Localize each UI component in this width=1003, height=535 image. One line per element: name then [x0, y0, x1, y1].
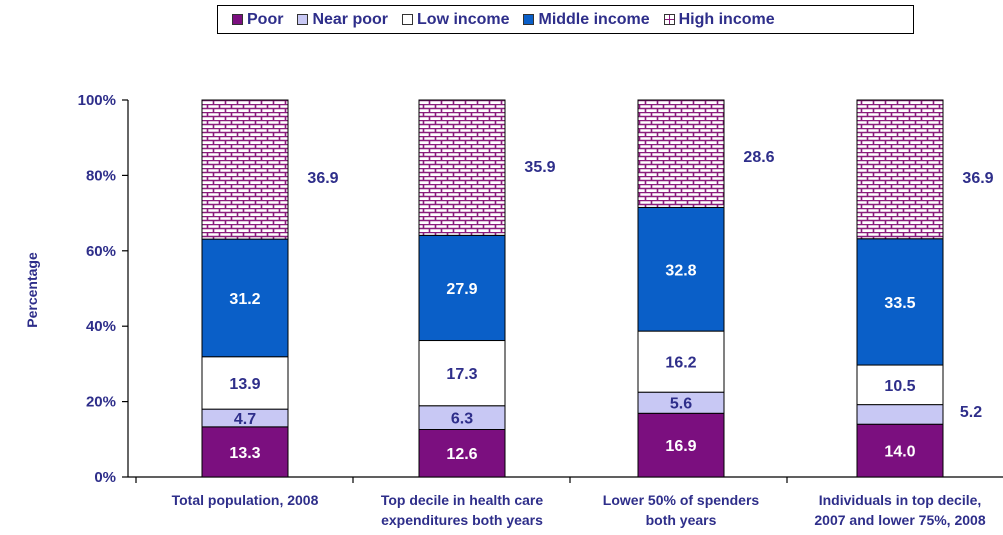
data-label-low-income: 13.9 — [229, 376, 260, 393]
y-tick-label: 20% — [86, 394, 116, 411]
legend-item-high-income: High income — [663, 10, 775, 29]
bar-segment-poor — [418, 428, 506, 478]
bar-segment-low-income — [418, 340, 506, 407]
data-label-middle-income: 32.8 — [665, 262, 696, 279]
bar-segment-poor — [201, 426, 289, 478]
bar-segment-high-income — [418, 99, 506, 236]
bar-segment-low-income — [856, 364, 944, 406]
data-label-high-income: 36.9 — [962, 170, 993, 187]
data-label-near-poor: 4.7 — [234, 411, 256, 428]
bar-segment-low-income — [637, 330, 725, 393]
bar-segment-poor — [856, 423, 944, 478]
data-label-near-poor: 6.3 — [451, 411, 473, 428]
legend-item-middle-income: Middle income — [523, 10, 650, 29]
bar-segment-high-income — [201, 99, 289, 240]
legend: Poor Near poor Low income Middle income … — [217, 5, 914, 34]
bar-segment-high-income — [856, 99, 944, 240]
data-labels: 13.3 4.7 13.9 31.2 36.9 12.6 6.3 17.3 27.9 35.9 16… — [229, 149, 993, 463]
data-label-low-income: 17.3 — [446, 366, 477, 383]
bar-segment-high-income — [637, 99, 725, 208]
bar-segment-near-poor — [856, 404, 944, 425]
data-label-middle-income: 27.9 — [446, 281, 477, 298]
bar-segment-low-income — [201, 356, 289, 410]
data-label-low-income: 10.5 — [884, 378, 915, 395]
legend-swatch-middle-income — [523, 14, 535, 25]
axes: 0% 20% 40% 60% 80% 100% Total population, 2008… — [78, 92, 1003, 528]
data-label-middle-income: 31.2 — [229, 291, 260, 308]
x-category-label: Total population, 2008 — [172, 492, 319, 508]
legend-item-poor: Poor — [232, 11, 283, 29]
data-label-low-income: 16.2 — [665, 355, 696, 372]
bar-segment-middle-income — [637, 206, 725, 332]
data-label-near-poor: 5.2 — [960, 404, 982, 421]
legend-label-poor: Poor — [247, 10, 284, 28]
data-label-high-income: 28.6 — [743, 149, 774, 166]
y-tick-label: 60% — [86, 243, 116, 260]
bar-segment-middle-income — [856, 238, 944, 366]
y-tick-label: 100% — [78, 92, 116, 109]
y-tick-label: 0% — [94, 469, 116, 486]
data-label-middle-income: 33.5 — [884, 295, 915, 312]
legend-swatch-near-poor — [297, 14, 309, 25]
bar-segment-middle-income — [418, 234, 506, 342]
legend-swatch-high-income — [663, 14, 675, 25]
y-tick-label: 40% — [86, 318, 116, 335]
legend-label-low-income: Low income — [417, 10, 510, 28]
legend-swatch-poor — [232, 14, 243, 25]
legend-label-near-poor: Near poor — [312, 10, 389, 28]
legend-label-middle-income: Middle income — [538, 10, 650, 28]
legend-item-near-poor: Near poor — [297, 11, 388, 29]
y-tick-label: 80% — [86, 167, 116, 184]
data-label-poor: 14.0 — [884, 444, 915, 461]
legend-item-low-income: Low income — [402, 11, 509, 29]
data-label-poor: 16.9 — [665, 438, 696, 455]
legend-label-high-income: High income — [678, 10, 775, 28]
bars — [201, 99, 944, 478]
x-category-label: Individuals in top decile, — [819, 492, 982, 508]
data-label-near-poor: 5.6 — [670, 396, 692, 413]
data-label-high-income: 36.9 — [307, 170, 338, 187]
data-label-poor: 12.6 — [446, 446, 477, 463]
legend-swatch-low-income — [402, 14, 414, 25]
data-label-poor: 13.3 — [229, 445, 260, 462]
x-category-label: Top decile in health care — [381, 492, 544, 508]
data-label-high-income: 35.9 — [524, 159, 555, 176]
bar-segment-middle-income — [201, 238, 289, 358]
x-category-label: Lower 50% of spenders — [603, 492, 760, 508]
x-category-label: both years — [646, 512, 717, 528]
x-category-label: expenditures both years — [381, 512, 543, 528]
bar-segment-poor — [637, 412, 725, 478]
x-category-label: 2007 and lower 75%, 2008 — [814, 512, 985, 528]
